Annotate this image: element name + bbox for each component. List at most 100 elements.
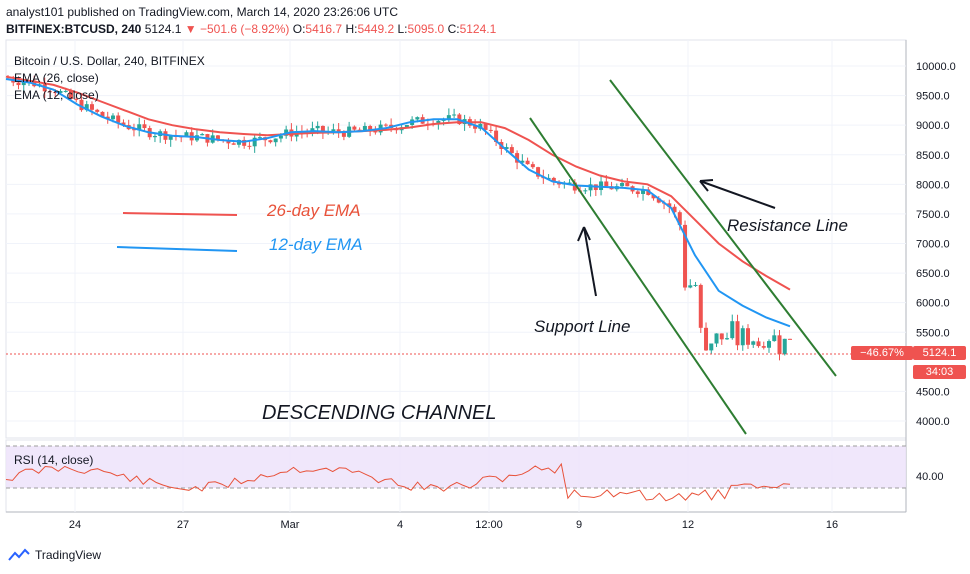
price-axis: 10000.0 9500.0 9000.0 8500.0 8000.0 7500.0 700… bbox=[916, 61, 956, 428]
candle-body bbox=[494, 130, 499, 143]
candle-body bbox=[588, 184, 593, 191]
candle-body bbox=[693, 284, 698, 286]
ema12-annotation: 12-day EMA bbox=[269, 235, 363, 254]
candle-body bbox=[667, 203, 672, 207]
candle-body bbox=[58, 91, 63, 93]
candle-body bbox=[777, 335, 782, 355]
candle-body bbox=[625, 182, 630, 187]
candle-body bbox=[761, 346, 766, 348]
candle-body bbox=[599, 181, 604, 191]
candle-body bbox=[278, 135, 283, 139]
legend-ema26[interactable]: EMA (26, close) bbox=[14, 71, 99, 85]
x-tick-label: 24 bbox=[69, 519, 81, 531]
last-price-badge: 5124.1 bbox=[913, 346, 966, 360]
candle-body bbox=[320, 125, 325, 133]
candle-body bbox=[641, 189, 646, 194]
y-tick-label: 4500.0 bbox=[916, 386, 950, 398]
candle-body bbox=[242, 139, 247, 146]
candle-body bbox=[725, 338, 730, 340]
candle-body bbox=[231, 143, 236, 145]
candle-body bbox=[362, 126, 367, 131]
x-tick-label: 9 bbox=[576, 519, 582, 531]
y-tick-label: 7000.0 bbox=[916, 239, 950, 251]
candle-body bbox=[646, 189, 651, 195]
time-axis: 24 27 Mar 4 12:00 9 12 16 bbox=[69, 519, 838, 531]
candle-body bbox=[473, 125, 478, 129]
tradingview-brand[interactable]: TradingView bbox=[8, 548, 101, 562]
legend-symbol[interactable]: Bitcoin / U.S. Dollar, 240, BITFINEX bbox=[14, 54, 205, 68]
rsi-pane: 40.00 bbox=[5, 445, 944, 502]
channel-annotation: DESCENDING CHANNEL bbox=[262, 402, 497, 424]
candle-body bbox=[131, 129, 136, 131]
candle-body bbox=[226, 140, 231, 144]
x-tick-label: 27 bbox=[177, 519, 189, 531]
candle-body bbox=[572, 182, 577, 191]
candle-body bbox=[672, 206, 677, 213]
y-tick-label: 8500.0 bbox=[916, 150, 950, 162]
candle-body bbox=[656, 198, 661, 203]
support-arrow bbox=[577, 226, 597, 297]
y-tick-label: 9000.0 bbox=[916, 120, 950, 132]
tradingview-logo-icon bbox=[8, 548, 30, 561]
candle-body bbox=[142, 124, 147, 129]
candle-body bbox=[352, 126, 357, 130]
y-tick-label: 10000.0 bbox=[916, 61, 956, 73]
low-value: 5095.0 bbox=[407, 22, 445, 36]
legend-ema12[interactable]: EMA (12, close) bbox=[14, 88, 99, 102]
legend-rsi[interactable]: RSI (14, close) bbox=[14, 453, 94, 467]
candle-body bbox=[110, 115, 115, 120]
candle-body bbox=[53, 92, 58, 94]
ema26-annotation: 26-day EMA bbox=[267, 201, 361, 220]
candle-body bbox=[536, 167, 541, 177]
candle-body bbox=[520, 160, 525, 163]
candle-body bbox=[704, 327, 709, 351]
candle-body bbox=[515, 153, 520, 163]
candle-body bbox=[368, 126, 373, 132]
candle-body bbox=[698, 284, 703, 328]
y-tick-label: 6500.0 bbox=[916, 268, 950, 280]
candle-body bbox=[740, 328, 745, 346]
support-annotation: Support Line bbox=[534, 317, 631, 336]
candle-body bbox=[68, 90, 73, 99]
candle-body bbox=[331, 129, 336, 132]
y-tick-label: 8000.0 bbox=[916, 179, 950, 191]
candle-body bbox=[604, 181, 609, 187]
y-tick-label: 9500.0 bbox=[916, 91, 950, 103]
brand-label: TradingView bbox=[35, 548, 102, 562]
candle-body bbox=[719, 333, 724, 340]
candle-body bbox=[16, 82, 21, 86]
candle-body bbox=[525, 160, 530, 165]
x-tick-label: 12:00 bbox=[475, 519, 503, 531]
candle-body bbox=[714, 333, 719, 344]
candle-body bbox=[100, 111, 105, 117]
candle-body bbox=[746, 328, 751, 345]
resistance-channel-line bbox=[609, 79, 837, 377]
candle-body bbox=[74, 98, 79, 100]
candle-body bbox=[247, 145, 252, 147]
candle-body bbox=[772, 335, 777, 342]
candle-body bbox=[415, 117, 420, 120]
candle-body bbox=[116, 115, 121, 123]
candle-body bbox=[530, 164, 535, 168]
candle-body bbox=[488, 129, 493, 131]
ema26-line bbox=[5, 75, 791, 291]
candle-body bbox=[268, 140, 273, 143]
candle-body bbox=[635, 191, 640, 194]
candle-body bbox=[751, 341, 756, 345]
rsi-line bbox=[5, 462, 791, 502]
candle-body bbox=[84, 104, 89, 111]
candle-body bbox=[121, 122, 126, 126]
candle-body bbox=[677, 212, 682, 225]
candle-body bbox=[452, 114, 457, 116]
candle-body bbox=[483, 123, 488, 130]
candle-body bbox=[735, 321, 740, 346]
candle-body bbox=[651, 194, 656, 199]
candle-body bbox=[551, 177, 556, 182]
open-value: 5416.7 bbox=[305, 22, 343, 36]
y-tick-label: 4000.0 bbox=[916, 416, 950, 428]
close-label: C: bbox=[447, 22, 460, 36]
y-tick-label: 7500.0 bbox=[916, 209, 950, 221]
symbol-ohlc-line: BITFINEX:BTCUSD, 240 5124.1 ▼ −501.6 (−8… bbox=[6, 22, 496, 36]
candle-body bbox=[788, 338, 792, 340]
